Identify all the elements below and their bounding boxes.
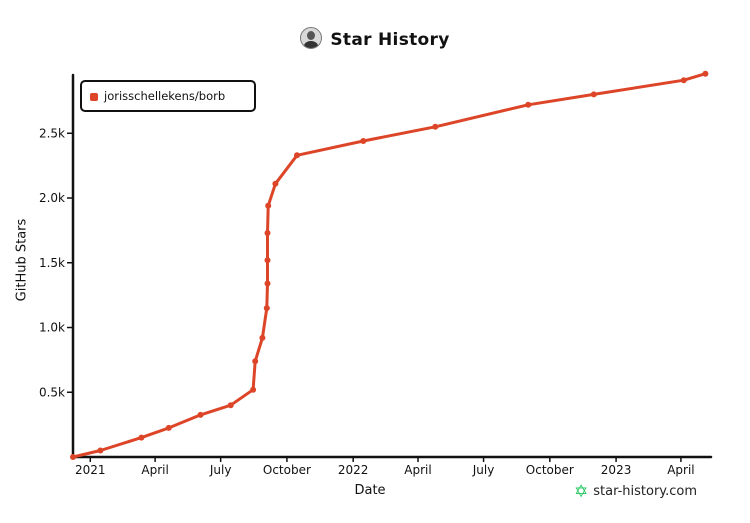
data-point (97, 447, 104, 454)
x-tick-label: April (404, 463, 431, 477)
y-tick-label: 2.0k (39, 191, 65, 205)
avatar-icon (300, 27, 323, 49)
data-point (165, 424, 172, 431)
chart-title-text: Star History (330, 30, 450, 50)
chart-title: Star History (0, 27, 750, 50)
data-point (252, 358, 259, 365)
data-point (264, 280, 271, 287)
data-point (525, 101, 532, 108)
y-axis-label: GitHub Stars (14, 218, 30, 302)
watermark-text: star-history.com (593, 484, 698, 499)
y-tick-label: 1.0k (39, 321, 65, 335)
data-point (259, 334, 266, 341)
data-point (264, 257, 271, 264)
y-tick-label: 0.5k (39, 385, 65, 399)
data-point (590, 91, 597, 98)
data-point (250, 386, 257, 393)
data-point (227, 402, 234, 409)
axis-ticks: 0.5k 1.0k 1.5k 2.0k 2.5k 2021 April July October… (39, 126, 695, 477)
x-tick-label: October (263, 463, 311, 477)
data-point (197, 411, 204, 418)
data-point (265, 202, 272, 209)
series-layer (70, 70, 709, 460)
watermark[interactable]: ✡ star-history.com (574, 482, 697, 502)
x-axis-label: Date (354, 483, 386, 498)
x-tick-label: October (526, 463, 574, 477)
x-tick-label: April (667, 463, 694, 477)
x-tick-label: 2022 (338, 463, 369, 477)
x-tick-label: July (209, 463, 232, 477)
legend-swatch (90, 93, 98, 101)
axes (71, 73, 713, 459)
y-tick-label: 1.5k (39, 256, 65, 270)
x-tick-label: April (141, 463, 168, 477)
x-tick-label: July (472, 463, 495, 477)
data-point (360, 138, 367, 144)
legend: jorisschellekens/borb (80, 80, 256, 112)
data-point (702, 70, 709, 77)
x-tick-label: 2021 (75, 463, 106, 477)
data-point (272, 180, 279, 187)
data-point (680, 77, 687, 84)
series-line (71, 72, 707, 459)
star-outline-icon: ✡ (574, 482, 589, 502)
legend-label: jorisschellekens/borb (104, 89, 226, 103)
x-tick-label: 2023 (601, 463, 632, 477)
data-point (294, 152, 300, 159)
data-point (264, 230, 271, 236)
data-point (138, 434, 145, 441)
data-point (432, 123, 439, 130)
data-point (263, 305, 270, 312)
data-point (70, 454, 76, 460)
y-tick-label: 2.5k (39, 126, 65, 140)
